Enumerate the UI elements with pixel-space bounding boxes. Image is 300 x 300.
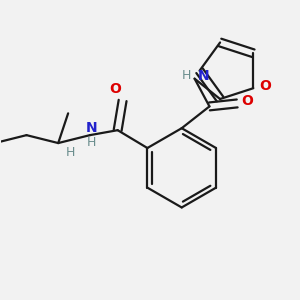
Text: O: O xyxy=(259,79,271,93)
Text: N: N xyxy=(198,69,209,83)
Text: H: H xyxy=(87,136,97,148)
Text: O: O xyxy=(109,82,121,96)
Text: H: H xyxy=(65,146,75,160)
Text: N: N xyxy=(86,121,98,135)
Text: H: H xyxy=(182,69,192,82)
Text: O: O xyxy=(241,94,253,109)
